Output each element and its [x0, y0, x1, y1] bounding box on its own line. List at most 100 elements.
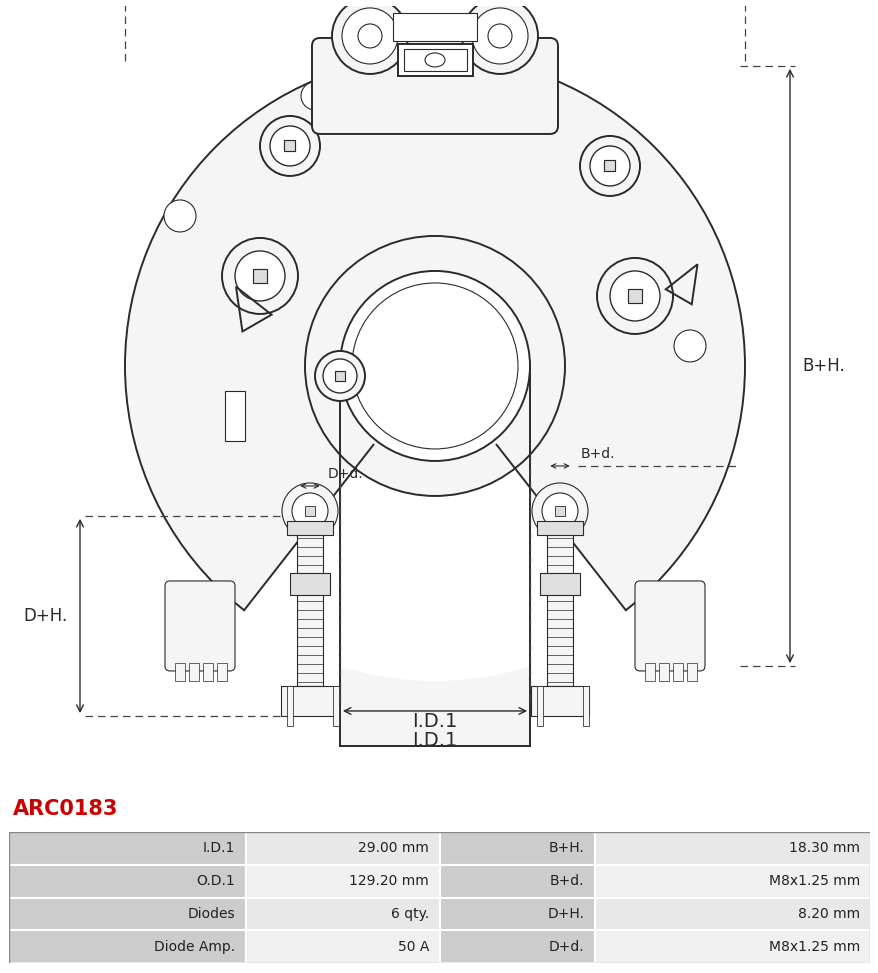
Bar	[439, 897, 594, 930]
Circle shape	[357, 24, 382, 48]
Bar	[398, 44, 472, 76]
Text: B+H.: B+H.	[548, 842, 584, 855]
Bar	[628, 289, 641, 303]
Bar	[673, 663, 682, 681]
Text: 129.20 mm: 129.20 mm	[349, 874, 428, 888]
Circle shape	[542, 493, 578, 529]
Bar	[9, 897, 246, 930]
Bar	[9, 832, 246, 865]
Circle shape	[234, 251, 284, 301]
Bar	[594, 930, 869, 963]
Circle shape	[471, 8, 528, 64]
Bar	[582, 686, 588, 726]
Circle shape	[579, 136, 639, 196]
Text: 50 A: 50 A	[398, 940, 428, 954]
Circle shape	[222, 238, 298, 314]
Text: 29.00 mm: 29.00 mm	[358, 842, 428, 855]
Text: 18.30 mm: 18.30 mm	[788, 842, 859, 855]
Wedge shape	[241, 366, 629, 681]
Circle shape	[462, 0, 537, 74]
Bar	[554, 506, 565, 516]
Text: B+d.: B+d.	[580, 447, 615, 461]
Circle shape	[314, 351, 364, 401]
FancyBboxPatch shape	[165, 581, 234, 671]
Ellipse shape	[425, 53, 444, 67]
Text: B+d.: B+d.	[549, 874, 584, 888]
Text: D+H.: D+H.	[547, 907, 584, 921]
Text: M8x1.25 mm: M8x1.25 mm	[767, 940, 859, 954]
Text: I.D.1: I.D.1	[203, 842, 235, 855]
Bar	[305, 506, 314, 516]
Bar	[439, 865, 594, 897]
Circle shape	[531, 483, 587, 539]
Bar	[286, 521, 333, 535]
Bar	[340, 366, 529, 746]
Text: 6 qty.: 6 qty.	[391, 907, 428, 921]
Circle shape	[596, 258, 673, 334]
Bar	[189, 663, 198, 681]
Circle shape	[322, 359, 356, 393]
Bar	[536, 521, 583, 535]
Bar	[281, 686, 338, 716]
FancyBboxPatch shape	[634, 581, 704, 671]
Bar	[175, 663, 184, 681]
Circle shape	[164, 200, 196, 232]
Bar	[594, 897, 869, 930]
Circle shape	[335, 90, 355, 111]
Text: Diode Amp.: Diode Amp.	[154, 940, 235, 954]
Text: M8x1.25 mm: M8x1.25 mm	[767, 874, 859, 888]
Circle shape	[589, 146, 630, 186]
Bar	[246, 832, 439, 865]
Text: O.D.1: O.D.1	[197, 874, 235, 888]
Bar	[217, 663, 227, 681]
Bar	[253, 270, 267, 283]
Bar	[439, 832, 594, 865]
Bar	[594, 832, 869, 865]
Bar	[392, 13, 477, 41]
Bar	[246, 930, 439, 963]
Circle shape	[300, 82, 328, 110]
Bar	[9, 930, 246, 963]
Bar	[536, 686, 543, 726]
Bar	[297, 521, 322, 686]
Bar	[658, 663, 668, 681]
Circle shape	[609, 270, 659, 321]
Circle shape	[282, 483, 338, 539]
Bar	[9, 865, 246, 897]
Circle shape	[342, 8, 398, 64]
Bar	[287, 686, 293, 726]
Bar	[604, 161, 615, 171]
Circle shape	[305, 236, 565, 496]
Circle shape	[340, 270, 529, 461]
Circle shape	[125, 56, 745, 676]
Text: D+d.: D+d.	[548, 940, 584, 954]
Text: B+H.: B+H.	[801, 357, 844, 375]
Circle shape	[270, 126, 310, 166]
Circle shape	[351, 283, 517, 449]
Bar	[404, 49, 466, 71]
Bar	[594, 865, 869, 897]
Bar	[547, 521, 572, 686]
Bar	[246, 865, 439, 897]
Bar	[290, 573, 329, 595]
Bar	[687, 663, 696, 681]
Bar	[540, 573, 579, 595]
Bar	[333, 686, 338, 726]
Bar	[246, 897, 439, 930]
Circle shape	[332, 0, 407, 74]
Bar	[225, 391, 245, 441]
Text: D+d.: D+d.	[327, 467, 363, 481]
Bar	[530, 686, 588, 716]
Text: ARC0183: ARC0183	[13, 799, 119, 819]
Circle shape	[673, 330, 705, 362]
Bar	[284, 140, 295, 152]
Circle shape	[340, 270, 529, 461]
Circle shape	[487, 24, 511, 48]
Text: Diodes: Diodes	[188, 907, 235, 921]
Text: I.D.1: I.D.1	[412, 712, 457, 731]
Bar	[335, 372, 344, 380]
Bar	[203, 663, 212, 681]
Text: I.D.1: I.D.1	[412, 731, 457, 750]
Bar	[644, 663, 654, 681]
Text: D+H.: D+H.	[24, 607, 68, 625]
